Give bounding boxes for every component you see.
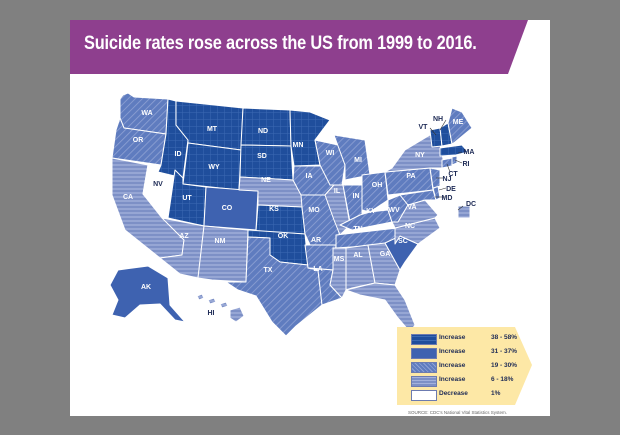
state-MD	[399, 189, 437, 206]
label-AR: AR	[311, 237, 321, 244]
legend-swatch	[411, 376, 437, 387]
label-AZ: AZ	[179, 233, 189, 240]
state-MI	[333, 134, 371, 181]
state-ND	[240, 107, 292, 147]
label-MT: MT	[207, 126, 218, 133]
legend-range: 6 - 18%	[491, 376, 514, 383]
label-GA: GA	[380, 251, 391, 258]
state-GA	[367, 242, 401, 286]
label-NV: NV	[153, 181, 163, 188]
label-MA: MA	[464, 149, 475, 156]
hi-island-3	[219, 301, 229, 309]
legend-range: 19 - 30%	[491, 362, 518, 369]
label-ME: ME	[453, 119, 464, 126]
label-KS: KS	[269, 206, 279, 213]
label-WI: WI	[326, 150, 335, 157]
legend-label: Decrease	[439, 390, 468, 397]
label-WY: WY	[208, 164, 220, 171]
label-OK: OK	[278, 233, 289, 240]
title-banner-tail	[508, 20, 528, 74]
label-IN: IN	[353, 193, 360, 200]
label-TN: TN	[353, 226, 362, 233]
label-SC: SC	[398, 238, 408, 245]
label-CA: CA	[123, 194, 133, 201]
state-ME	[447, 107, 473, 145]
legend-swatch	[411, 362, 437, 373]
label-VT: VT	[419, 124, 429, 131]
label-OR: OR	[133, 137, 144, 144]
label-PA: PA	[406, 173, 415, 180]
label-KY: KY	[366, 208, 376, 215]
label-MO: MO	[308, 207, 320, 214]
callout-lines	[429, 119, 464, 211]
label-SD: SD	[257, 153, 267, 160]
state-SD	[239, 144, 294, 181]
label-MI: MI	[354, 157, 362, 164]
label-HI: HI	[208, 310, 215, 317]
legend-range: 38 - 58%	[491, 334, 518, 341]
state-VA	[391, 199, 439, 229]
label-IA: IA	[306, 173, 313, 180]
hi-island-4	[229, 306, 245, 323]
label-AK: AK	[141, 284, 151, 291]
legend-swatch	[411, 334, 437, 345]
state-CT	[441, 157, 453, 169]
state-AK	[109, 265, 186, 323]
legend-label: Increase	[439, 348, 466, 355]
label-MN: MN	[293, 142, 304, 149]
legend-swatch	[411, 348, 437, 359]
label-UT: UT	[182, 195, 192, 202]
label-NE: NE	[261, 177, 271, 184]
label-NH: NH	[433, 116, 443, 123]
label-CO: CO	[222, 205, 233, 212]
legend-range: 1%	[491, 390, 501, 397]
label-TX: TX	[264, 267, 273, 274]
state-MA	[439, 144, 469, 157]
label-ND: ND	[258, 128, 268, 135]
label-DE: DE	[446, 186, 456, 193]
label-DC: DC	[466, 201, 476, 208]
title-banner	[70, 20, 508, 74]
state-KS	[255, 204, 306, 235]
state-RI	[451, 155, 458, 166]
legend-range: 31 - 37%	[491, 348, 518, 355]
label-AL: AL	[353, 252, 363, 259]
label-FL: FL	[401, 285, 410, 292]
label-VA: VA	[407, 204, 416, 211]
legend: Increase 38 - 58% Increase 31 - 37% Incr…	[397, 327, 517, 407]
label-WV: WV	[388, 207, 400, 214]
source-note: SOURCE: CDC's National Vital Statistics …	[408, 410, 508, 415]
page-title: Suicide rates rose across the US from 19…	[84, 33, 477, 54]
legend-label: Increase	[439, 334, 466, 341]
label-LA: LA	[313, 266, 322, 273]
state-NM	[197, 225, 249, 283]
label-ID: ID	[175, 151, 182, 158]
state-TX	[225, 236, 323, 337]
legend-swatch	[411, 390, 437, 401]
label-NY: NY	[415, 152, 425, 159]
state-NJ	[429, 167, 441, 189]
state-OH	[361, 171, 389, 213]
state-DC	[457, 205, 471, 219]
label-MS: MS	[334, 256, 345, 263]
legend-label: Increase	[439, 362, 466, 369]
hi-island-2	[207, 297, 217, 305]
label-NJ: NJ	[443, 176, 452, 183]
label-RI: RI	[463, 161, 470, 168]
state-NY	[384, 134, 446, 173]
label-CT: CT	[448, 171, 458, 178]
label-OH: OH	[372, 182, 383, 189]
label-NC: NC	[405, 223, 415, 230]
hi-island-1	[196, 293, 205, 301]
label-NM: NM	[215, 238, 226, 245]
label-IL: IL	[334, 188, 341, 195]
label-WA: WA	[141, 110, 152, 117]
label-MD: MD	[442, 195, 453, 202]
state-HI	[196, 293, 245, 323]
legend-label: Increase	[439, 376, 466, 383]
